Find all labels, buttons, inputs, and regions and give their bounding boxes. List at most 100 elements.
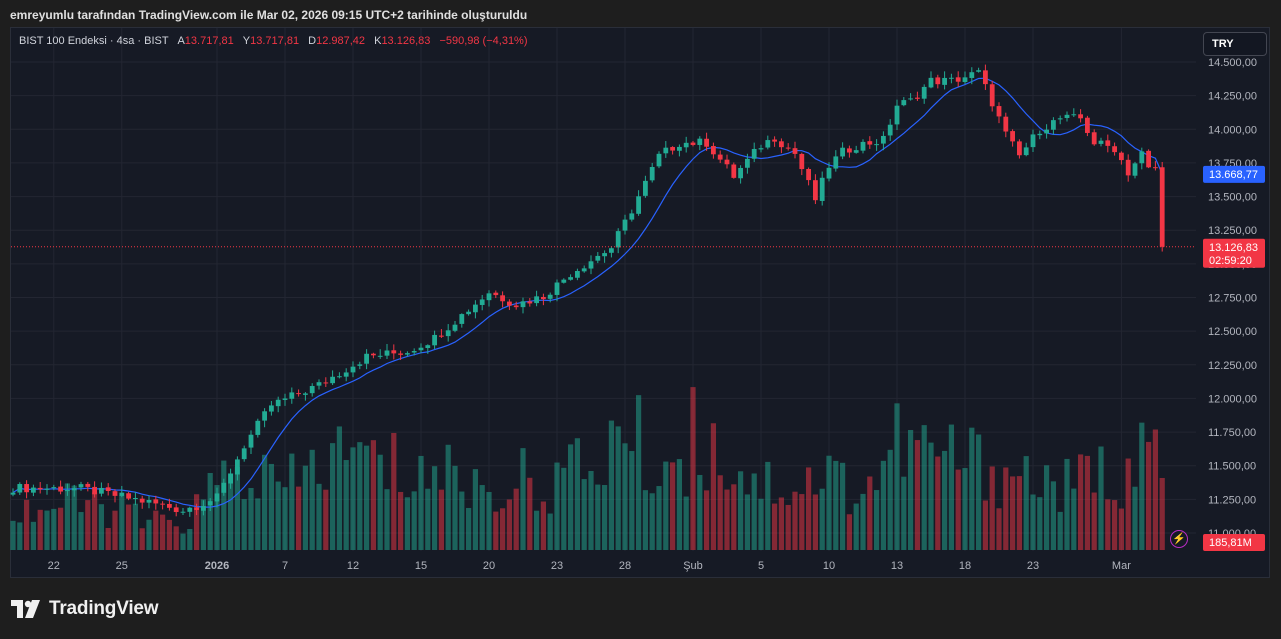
volume-bar: [901, 476, 907, 550]
currency-button[interactable]: TRY: [1203, 32, 1267, 56]
candle: [813, 180, 818, 201]
volume-bar: [1071, 488, 1077, 550]
open-value: 13.717,81: [184, 35, 234, 47]
volume-bar: [588, 470, 594, 550]
symbol-name[interactable]: BIST 100 Endeksi · 4sa · BIST: [19, 35, 169, 47]
volume-bar: [887, 449, 893, 550]
candle: [942, 77, 947, 85]
volume-bar: [1105, 499, 1111, 550]
candle: [983, 70, 988, 85]
candle: [602, 253, 607, 257]
candle: [330, 376, 335, 384]
candle: [296, 393, 301, 395]
volume-bar: [547, 513, 553, 550]
volume-bar: [717, 475, 723, 550]
volume-bar: [1132, 486, 1138, 550]
volume-bar: [1078, 454, 1084, 550]
tradingview-logo[interactable]: TradingView: [11, 598, 159, 620]
candle: [826, 167, 832, 179]
candle: [248, 434, 254, 448]
candle: [636, 196, 641, 214]
volume-bar: [1125, 458, 1131, 550]
x-tick-label: 15: [415, 560, 427, 572]
candle: [955, 77, 961, 82]
candle: [765, 140, 771, 148]
volume-bar: [1003, 467, 1009, 550]
candle: [1030, 134, 1036, 148]
volume-bar: [411, 491, 417, 550]
volume-bar: [146, 519, 152, 550]
candle: [989, 84, 995, 107]
volume-bar: [44, 510, 50, 550]
volume-bar: [282, 487, 288, 550]
y-tick-label: 13.500,00: [1208, 192, 1257, 204]
volume-bar: [404, 497, 410, 550]
candle: [17, 484, 23, 493]
volume-bar: [241, 499, 247, 550]
candle: [445, 330, 451, 337]
volume-bar: [71, 485, 77, 550]
volume-bar: [676, 459, 682, 550]
x-tick-label: Şub: [683, 560, 703, 572]
candle: [262, 411, 267, 421]
volume-bar: [751, 473, 757, 550]
volume-bar: [1050, 481, 1056, 550]
volume-bar: [207, 473, 213, 550]
candle: [962, 77, 968, 83]
candle: [758, 148, 764, 150]
candle: [350, 366, 356, 373]
candle: [785, 147, 791, 149]
volume-bar: [105, 527, 111, 550]
flash-icon[interactable]: ⚡: [1170, 530, 1188, 548]
candle: [887, 124, 893, 136]
candle: [377, 355, 383, 357]
candle: [466, 311, 471, 315]
candle: [792, 148, 798, 154]
volume-bar: [391, 432, 397, 550]
volume-bar: [1084, 455, 1090, 550]
volume-bar: [928, 442, 934, 550]
volume-bar: [425, 488, 431, 550]
volume-bar: [744, 494, 750, 550]
candle: [561, 279, 567, 283]
candle: [643, 180, 648, 196]
volume-bar: [534, 510, 540, 550]
volume-bar: [153, 510, 159, 550]
volume-bar: [853, 503, 859, 550]
candle: [337, 376, 342, 378]
candle: [1112, 146, 1117, 153]
candle: [221, 482, 227, 493]
candle: [241, 448, 247, 460]
volume-bar: [520, 448, 526, 550]
candle: [44, 488, 50, 490]
volume-bar: [248, 487, 254, 550]
x-tick-label: 23: [1027, 560, 1039, 572]
volume-bar: [58, 507, 64, 550]
volume-bar: [1030, 494, 1036, 550]
volume-bar: [921, 425, 927, 550]
candle: [915, 97, 920, 99]
x-tick-label: 28: [619, 560, 631, 572]
candle: [282, 398, 288, 400]
volume-bar: [649, 493, 655, 550]
candle: [343, 372, 349, 377]
y-tick-label: 11.750,00: [1208, 427, 1256, 439]
candle: [853, 150, 859, 153]
volume-bar: [30, 521, 36, 550]
volume-bar: [819, 488, 825, 550]
candle: [670, 147, 675, 151]
candle: [65, 490, 70, 492]
candle: [1044, 129, 1049, 134]
volume-bar: [806, 467, 812, 550]
volume-bar: [880, 460, 886, 550]
candle: [289, 392, 295, 399]
candle: [486, 293, 492, 301]
candle: [459, 314, 465, 324]
volume-bar: [989, 466, 995, 550]
candle: [1125, 159, 1131, 176]
volume-bar: [1091, 492, 1097, 550]
candle: [507, 301, 512, 306]
volume-bar: [493, 511, 499, 550]
tradingview-logo-icon: [11, 600, 40, 618]
